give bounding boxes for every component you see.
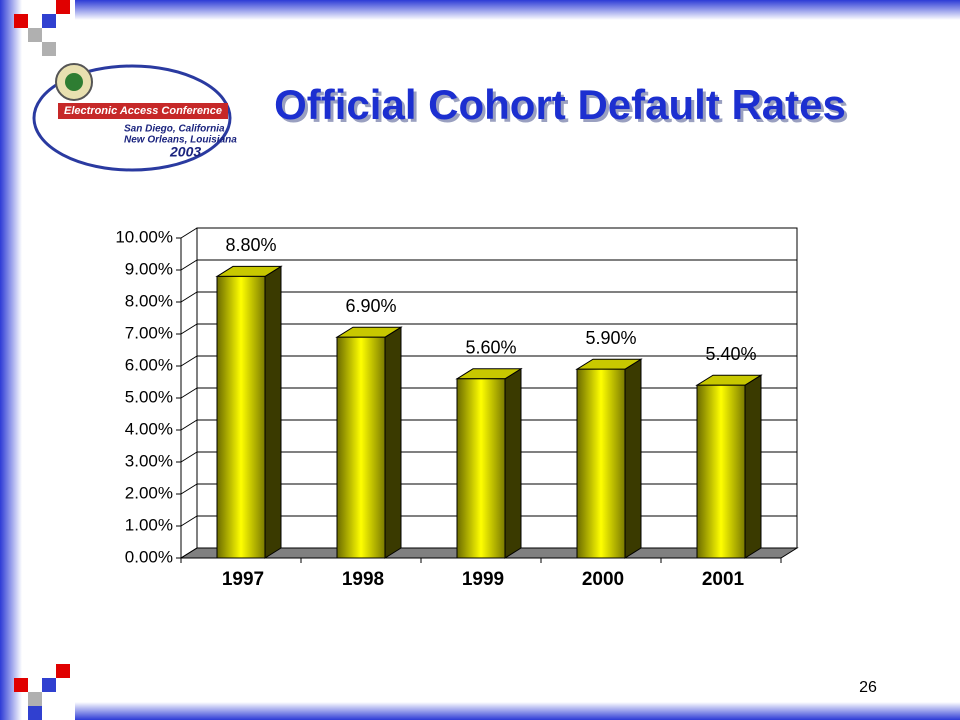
- y-tick-label: 2.00%: [125, 483, 173, 502]
- bar-side: [384, 326, 402, 559]
- bar-side: [504, 367, 522, 559]
- title-shadow: Official Cohort Default Rates: [277, 84, 849, 131]
- y-tick-label: 0.00%: [125, 547, 173, 566]
- value-label: 5.60%: [465, 338, 516, 358]
- y-tick-label: 6.00%: [125, 355, 173, 374]
- y-tick-label: 7.00%: [125, 323, 173, 342]
- bar: [576, 368, 626, 559]
- logo-text: New Orleans, Louisiana: [124, 135, 237, 146]
- corner-squares: [14, 0, 70, 720]
- bar-side: [264, 265, 282, 559]
- x-tick-label: 2000: [582, 569, 624, 590]
- logo-text: Electronic Access Conference: [64, 105, 222, 117]
- frame-left: [0, 0, 22, 720]
- y-tick-label: 8.00%: [125, 291, 173, 310]
- y-tick-label: 9.00%: [125, 259, 173, 278]
- y-tick-label: 5.00%: [125, 387, 173, 406]
- logo-text: 2003: [169, 144, 201, 160]
- grid-side: [180, 259, 198, 271]
- grid-side: [180, 355, 198, 367]
- x-tick-label: 2001: [702, 569, 745, 590]
- bar: [216, 275, 266, 559]
- bar-side: [624, 358, 642, 559]
- y-tick-label: 4.00%: [125, 419, 173, 438]
- frame-top: [75, 0, 960, 20]
- chart: 0.00% 1.00% 2.00% 3.00% 4.00% 5.00% 6.00% 7.00%…: [115, 227, 799, 590]
- bar: [696, 384, 746, 559]
- frame-bottom: [75, 702, 960, 720]
- value-label: 5.90%: [585, 328, 636, 348]
- grid-side: [180, 547, 198, 559]
- y-tick-label: 10.00%: [115, 227, 173, 246]
- bar-side: [744, 374, 762, 559]
- x-tick-label: 1999: [462, 569, 504, 590]
- value-label: 8.80%: [225, 235, 276, 255]
- value-label: 5.40%: [705, 344, 756, 364]
- x-tick-label: 1998: [342, 569, 384, 590]
- grid-side: [180, 451, 198, 463]
- grid-side: [180, 227, 198, 239]
- x-tick-label: 1997: [222, 569, 264, 590]
- grid-side: [180, 483, 198, 495]
- grid-side: [180, 515, 198, 527]
- grid-side: [180, 419, 198, 431]
- chart-title: Official Cohort Default Rates: [274, 81, 846, 128]
- logo-text: San Diego, California: [124, 124, 225, 135]
- grid-side: [180, 291, 198, 303]
- bar: [456, 378, 506, 559]
- grid-side: [180, 387, 198, 399]
- value-label: 6.90%: [345, 296, 396, 316]
- page-number: 26: [859, 679, 877, 696]
- logo: Electronic Access Conference San Diego, …: [32, 63, 237, 172]
- bar: [336, 336, 386, 559]
- y-tick-label: 1.00%: [125, 515, 173, 534]
- grid-side: [180, 323, 198, 335]
- y-tick-label: 3.00%: [125, 451, 173, 470]
